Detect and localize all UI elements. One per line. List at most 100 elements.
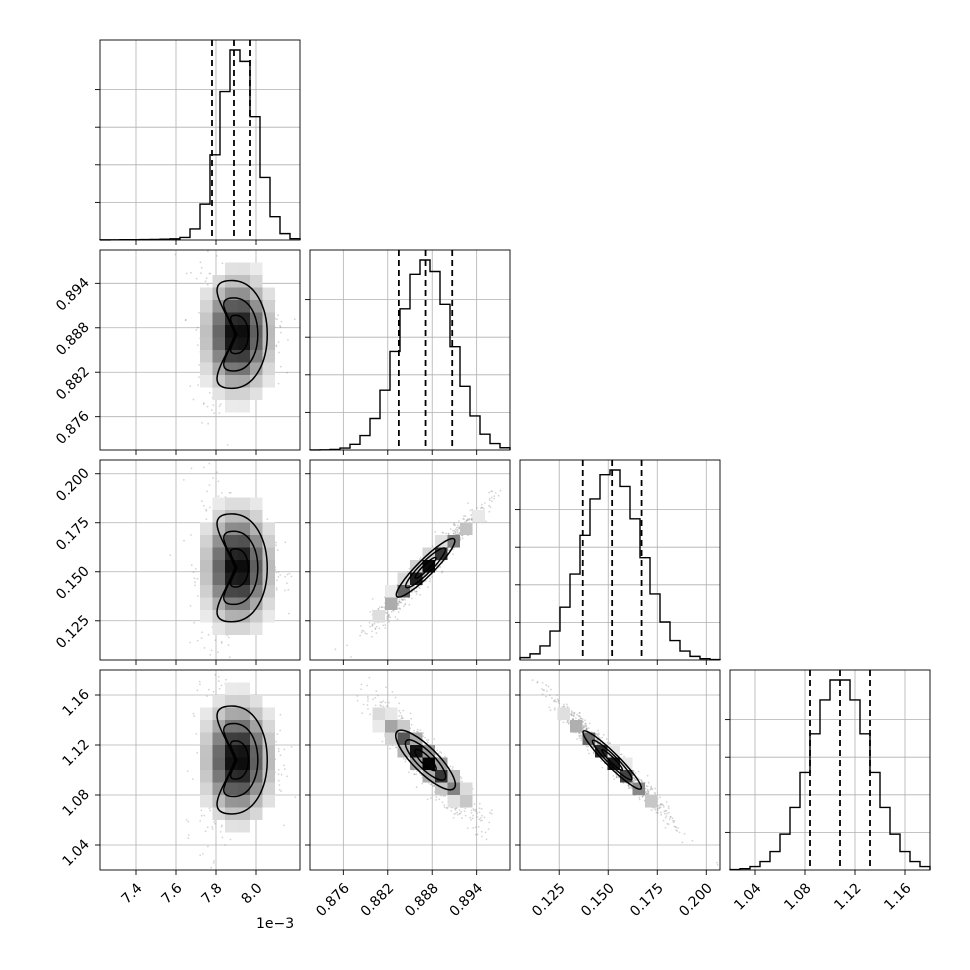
sample-point xyxy=(182,479,185,481)
sample-point xyxy=(193,621,196,624)
density-cell xyxy=(225,510,238,523)
density-cell xyxy=(225,622,238,635)
sample-point xyxy=(605,738,608,740)
sample-point xyxy=(220,825,223,828)
sample-point xyxy=(382,624,385,627)
density-cell xyxy=(372,610,385,623)
sample-point xyxy=(224,496,227,498)
sample-point xyxy=(452,553,454,556)
sample-point xyxy=(490,809,493,811)
sample-point xyxy=(276,318,278,321)
sample-point xyxy=(449,765,452,768)
sample-point xyxy=(209,654,212,656)
sample-point xyxy=(478,811,481,814)
density-cell xyxy=(262,325,275,338)
sample-point xyxy=(464,814,467,817)
sample-point xyxy=(277,748,280,750)
sample-point xyxy=(427,739,430,741)
density-cell xyxy=(200,720,213,733)
sample-point xyxy=(196,577,199,580)
sample-point xyxy=(408,567,411,570)
sample-point xyxy=(293,318,296,321)
sample-point xyxy=(470,809,473,812)
sample-point xyxy=(386,705,388,708)
sample-point xyxy=(441,801,444,804)
sample-point xyxy=(379,704,382,707)
sample-point xyxy=(213,412,216,415)
sample-point xyxy=(478,802,481,805)
sample-point xyxy=(205,510,208,512)
panel-frame xyxy=(519,459,721,661)
sample-point xyxy=(485,520,487,523)
density-cell xyxy=(200,375,213,388)
sample-point xyxy=(399,712,402,714)
panels-layer: 7.4 7.6 7.8 8.0 0.876 0.882 0.888 0.894 0.125 0.1… xyxy=(53,39,931,920)
sample-point xyxy=(387,615,390,618)
density-cell xyxy=(237,400,250,413)
sample-point xyxy=(277,341,280,343)
sample-point xyxy=(457,533,460,535)
sample-point xyxy=(277,382,280,385)
density-cell xyxy=(200,757,213,770)
density-cell xyxy=(212,312,225,325)
sample-point xyxy=(472,814,475,817)
sample-point xyxy=(284,589,286,592)
sample-point xyxy=(371,623,374,625)
sample-point xyxy=(187,834,190,836)
sample-point xyxy=(277,779,280,782)
sample-point xyxy=(398,598,401,601)
density-cell xyxy=(262,795,275,808)
sample-point xyxy=(208,462,211,465)
sample-point xyxy=(464,807,467,810)
sample-point xyxy=(382,700,384,703)
sample-point xyxy=(361,712,364,714)
sample-point xyxy=(588,752,590,755)
sample-point xyxy=(214,673,217,676)
density-cell xyxy=(237,497,250,510)
sample-point xyxy=(439,566,442,568)
sample-point xyxy=(213,860,216,862)
sample-point xyxy=(483,502,486,504)
density-cell xyxy=(250,585,263,598)
sample-point xyxy=(227,644,230,646)
sample-point xyxy=(277,769,280,771)
density-cell xyxy=(225,362,238,375)
sample-point xyxy=(276,579,278,582)
sample-point xyxy=(205,508,207,511)
density-cell xyxy=(262,745,275,758)
sample-point xyxy=(471,817,474,820)
sample-point xyxy=(206,826,209,829)
sample-point xyxy=(381,606,384,609)
sample-point xyxy=(220,642,223,644)
density-cell xyxy=(225,720,238,733)
sample-point xyxy=(456,529,458,532)
density-cell xyxy=(262,300,275,313)
sample-point xyxy=(221,262,224,265)
density-cell xyxy=(212,770,225,783)
sample-point xyxy=(415,593,418,595)
sample-point xyxy=(278,788,281,791)
sample-point xyxy=(374,628,377,631)
density-cell xyxy=(250,622,263,635)
sample-point xyxy=(385,686,387,688)
sample-point xyxy=(194,568,197,570)
sample-point xyxy=(404,598,406,601)
sample-point xyxy=(411,597,413,600)
sample-point xyxy=(275,571,278,574)
sample-point xyxy=(451,766,454,768)
sample-point xyxy=(367,708,369,710)
sample-point xyxy=(275,345,278,348)
sample-point xyxy=(185,272,188,275)
sample-point xyxy=(434,530,437,533)
sample-point xyxy=(200,272,202,275)
sample-point xyxy=(194,584,196,587)
sample-point xyxy=(211,826,214,828)
sample-point xyxy=(398,709,401,712)
density-cell xyxy=(262,547,275,560)
sample-point xyxy=(439,750,441,753)
density-cell xyxy=(200,597,213,610)
sample-point xyxy=(209,809,212,812)
sample-point xyxy=(359,634,361,637)
sample-point xyxy=(356,700,359,702)
sample-point xyxy=(203,504,205,507)
